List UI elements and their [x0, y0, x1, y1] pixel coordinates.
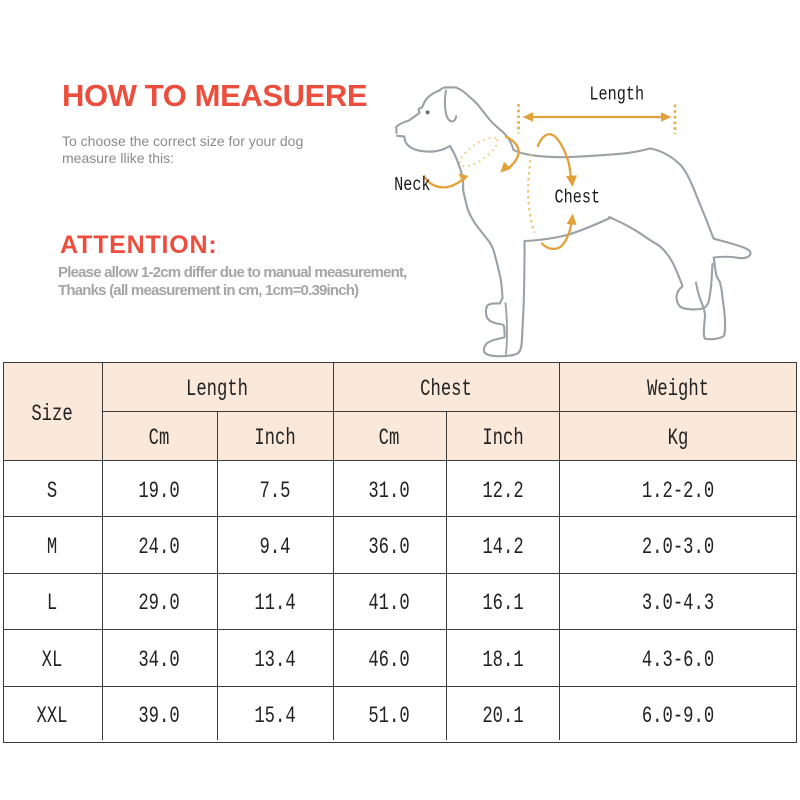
svg-text:Chest: Chest	[555, 188, 601, 209]
svg-text:Length: Length	[589, 85, 644, 106]
svg-text:Neck: Neck	[394, 175, 430, 196]
